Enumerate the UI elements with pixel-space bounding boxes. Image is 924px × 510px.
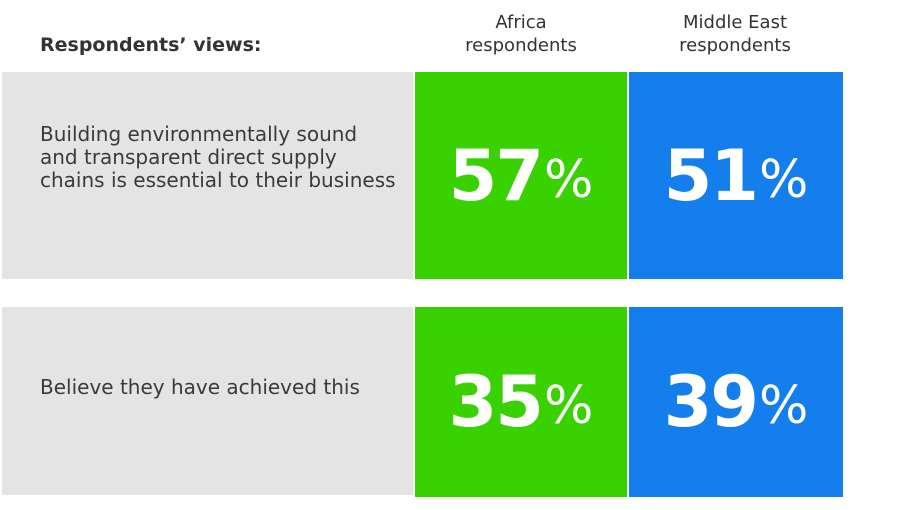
row-1-africa-cell: 57%: [415, 72, 627, 279]
row-2-africa-value: 35: [448, 361, 544, 443]
header-label: Respondents’ views:: [40, 34, 262, 56]
row-1-middle-east-unit: %: [759, 149, 809, 210]
row-1-background: [2, 72, 413, 279]
row-1-africa-unit: %: [544, 149, 594, 210]
row-1-label: Building environmentally sound and trans…: [40, 122, 396, 192]
row-2-background: [2, 307, 413, 495]
row-2-label: Believe they have achieved this: [40, 375, 360, 399]
column-header-middle-east: Middle East respondents: [629, 11, 841, 57]
row-2-africa-cell: 35%: [415, 307, 627, 497]
column-header-middle-east-line1: Middle East: [682, 12, 788, 33]
row-1-middle-east-cell: 51%: [629, 72, 843, 279]
row-1-africa-value: 57: [448, 134, 544, 217]
row-2-middle-east-cell: 39%: [629, 307, 843, 497]
row-2-middle-east-unit: %: [759, 376, 809, 436]
row-2-africa-unit: %: [544, 376, 594, 436]
column-header-africa: Africa respondents: [415, 11, 627, 57]
row-2-middle-east-value: 39: [663, 361, 759, 443]
row-1-middle-east-value: 51: [663, 134, 759, 217]
column-header-africa-line2: respondents: [465, 35, 577, 56]
column-header-middle-east-line2: respondents: [679, 35, 791, 56]
column-header-africa-line1: Africa: [495, 12, 547, 33]
